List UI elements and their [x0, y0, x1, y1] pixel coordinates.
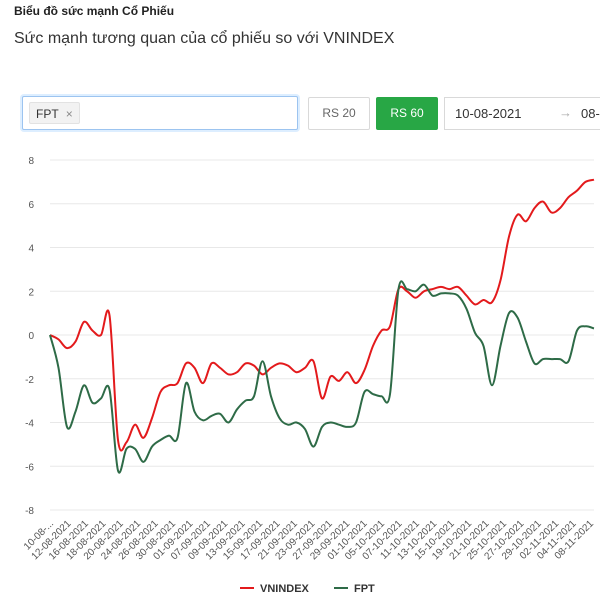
series-line-vnindex [49, 178, 595, 452]
legend-item-vnindex[interactable]: VNINDEX [260, 583, 310, 595]
date-range-picker[interactable]: 10-08-2021 → 08- [444, 97, 600, 130]
legend: VNINDEX FPT [240, 583, 375, 595]
date-start-input[interactable]: 10-08-2021 [455, 106, 522, 121]
y-tick-label: 4 [28, 244, 34, 255]
y-tick-label: 0 [28, 331, 34, 342]
chart-controls: FPT × RS 20 RS 60 10-08-2021 → 08- [0, 0, 600, 140]
chart-svg: 8 6 4 2 0 -2 -4 -6 -8 10-08-...12-08-202116-08-2… [22, 156, 596, 595]
rs60-button[interactable]: RS 60 [376, 97, 438, 130]
x-axis-ticks: 10-08-...12-08-202116-08-202118-08-20212… [22, 518, 596, 562]
page-subtitle: Sức mạnh tương quan của cổ phiếu so với … [14, 30, 395, 47]
y-tick-label: 6 [28, 200, 34, 211]
arrow-right-icon: → [559, 105, 572, 120]
page-title: Biểu đồ sức mạnh Cổ Phiếu [14, 4, 175, 18]
y-tick-label: -8 [25, 506, 34, 517]
series-line-fpt [49, 280, 595, 474]
close-icon[interactable]: × [65, 107, 73, 121]
series-layer [49, 178, 595, 474]
y-tick-label: -2 [25, 375, 34, 386]
y-axis-ticks: 8 6 4 2 0 -2 -4 -6 -8 [25, 156, 34, 517]
rs-chart: 8 6 4 2 0 -2 -4 -6 -8 10-08-... 12-08-2021 16-08-2… [0, 140, 600, 600]
y-tick-label: -6 [25, 462, 34, 473]
y-tick-label: -4 [25, 419, 34, 430]
stock-tag-label: FPT [36, 107, 59, 121]
legend-item-fpt[interactable]: FPT [354, 583, 375, 595]
y-tick-label: 8 [28, 156, 34, 167]
stock-select-input[interactable]: FPT × [22, 96, 298, 130]
stock-tag: FPT × [29, 102, 80, 124]
y-tick-label: 2 [28, 287, 34, 298]
grid-layer [50, 159, 594, 511]
date-end-input[interactable]: 08- [581, 106, 600, 121]
rs20-button[interactable]: RS 20 [308, 97, 370, 130]
